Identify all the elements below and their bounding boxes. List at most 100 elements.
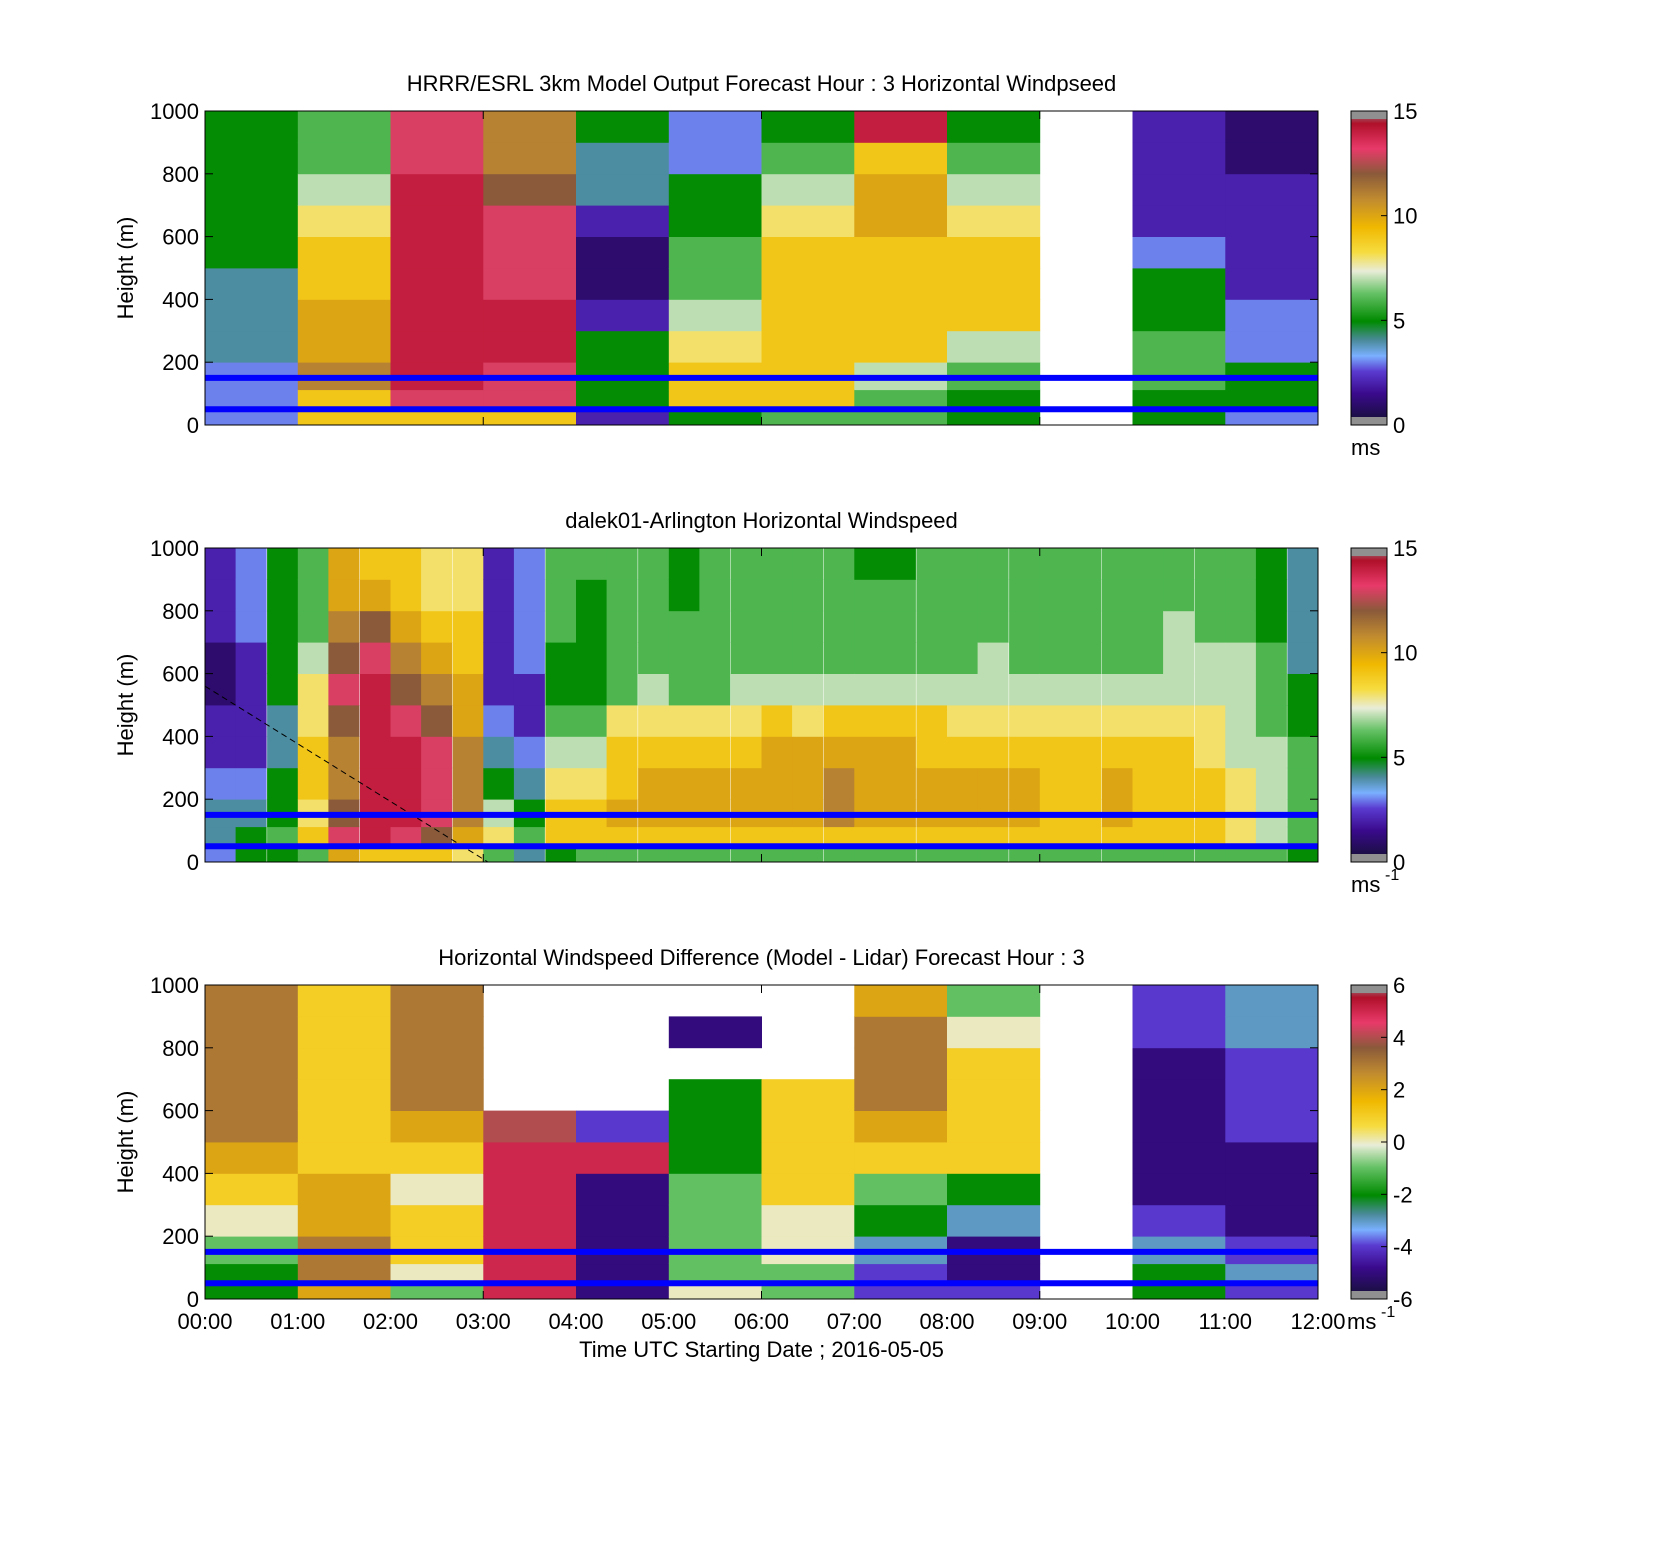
heatmap-cell bbox=[668, 548, 700, 580]
heatmap-cell bbox=[576, 173, 670, 206]
heatmap-cell bbox=[205, 985, 299, 1017]
heatmap-cell bbox=[1255, 642, 1287, 674]
heatmap-cell bbox=[483, 409, 577, 426]
heatmap-cell bbox=[205, 173, 299, 206]
heatmap-cell bbox=[1163, 736, 1195, 769]
heatmap-cell bbox=[1009, 767, 1041, 800]
heatmap-cell bbox=[916, 846, 948, 863]
heatmap-cell bbox=[390, 111, 484, 143]
heatmap-cell bbox=[328, 579, 360, 612]
colorbar-frame bbox=[1350, 547, 1388, 863]
heatmap-cell bbox=[947, 767, 978, 800]
heatmap-cell bbox=[297, 1204, 391, 1237]
heatmap-cell bbox=[390, 236, 484, 269]
heatmap-cell bbox=[297, 111, 391, 143]
heatmap-cell bbox=[545, 826, 577, 847]
heatmap-cell bbox=[1132, 826, 1164, 847]
heatmap-cell bbox=[205, 1110, 299, 1143]
heatmap-cell bbox=[267, 705, 299, 737]
heatmap-cell bbox=[235, 610, 267, 643]
heatmap-cell bbox=[854, 1047, 948, 1080]
heatmap-cell bbox=[884, 846, 916, 863]
heatmap-cell bbox=[947, 705, 978, 737]
heatmap-cell bbox=[884, 826, 916, 847]
heatmap-cell bbox=[205, 736, 236, 769]
heatmap-cell bbox=[730, 736, 762, 769]
y-tick-label: 600 bbox=[162, 1099, 199, 1124]
heatmap-cell bbox=[1194, 579, 1226, 612]
heatmap-cell bbox=[1194, 826, 1226, 847]
heatmap-cell bbox=[1255, 767, 1287, 800]
heatmap-cell bbox=[390, 1263, 484, 1284]
heatmap-cell bbox=[668, 142, 762, 175]
heatmap-cell bbox=[854, 705, 886, 737]
heatmap-cell bbox=[576, 673, 607, 706]
heatmap-cell bbox=[1101, 767, 1133, 800]
heatmap-cell bbox=[297, 330, 391, 363]
heatmap-cell bbox=[606, 705, 638, 737]
heatmap-cell bbox=[1039, 767, 1071, 800]
y-tick-label: 800 bbox=[162, 599, 199, 624]
heatmap-cell bbox=[1101, 826, 1133, 847]
heatmap-cell bbox=[884, 673, 916, 706]
heatmap-cell bbox=[576, 579, 607, 612]
heatmap-cell bbox=[1287, 548, 1319, 580]
heatmap-cell bbox=[1225, 673, 1257, 706]
heatmap-cell bbox=[328, 767, 360, 800]
heatmap-cell bbox=[854, 767, 886, 800]
heatmap-cell bbox=[205, 767, 236, 800]
heatmap-cell bbox=[1225, 846, 1257, 863]
heatmap-cell bbox=[205, 610, 236, 643]
heatmap-cell bbox=[854, 236, 948, 269]
colorbar-tick-label: 6 bbox=[1393, 973, 1405, 998]
heatmap-cell bbox=[1039, 548, 1071, 580]
heatmap-cell bbox=[916, 548, 948, 580]
heatmap-cell bbox=[205, 1142, 299, 1174]
colorbar-frame bbox=[1350, 110, 1388, 426]
heatmap-cell bbox=[884, 642, 916, 674]
heatmap-cell bbox=[1070, 642, 1102, 674]
heatmap-cell bbox=[297, 1283, 391, 1300]
heatmap-cell bbox=[1132, 767, 1164, 800]
y-tick-label: 600 bbox=[162, 225, 199, 250]
heatmap-cell bbox=[576, 736, 607, 769]
heatmap-cell bbox=[823, 579, 855, 612]
heatmap-cell bbox=[1255, 705, 1287, 737]
heatmap-cell bbox=[854, 142, 948, 175]
heatmap-cell bbox=[483, 1142, 577, 1174]
heatmap-cell bbox=[390, 330, 484, 363]
heatmap-cell bbox=[1101, 610, 1133, 643]
heatmap-cell bbox=[854, 579, 886, 612]
heatmap-cell bbox=[1255, 579, 1287, 612]
heatmap-cell bbox=[235, 767, 267, 800]
heatmap-cell bbox=[668, 846, 700, 863]
colorbar-gradient bbox=[1351, 548, 1387, 862]
heatmap-cell bbox=[267, 548, 299, 580]
heatmap-cell bbox=[452, 736, 484, 769]
heatmap-cell bbox=[576, 1110, 670, 1143]
heatmap-cell bbox=[1009, 736, 1041, 769]
heatmap-cell bbox=[606, 579, 638, 612]
heatmap-cell bbox=[792, 673, 824, 706]
heatmap-cell bbox=[1132, 985, 1226, 1017]
heatmap-cell bbox=[390, 579, 422, 612]
heatmap-cell bbox=[606, 826, 638, 847]
heatmap-cell bbox=[1163, 705, 1195, 737]
heatmap-cell bbox=[1225, 1204, 1319, 1237]
heatmap-cell bbox=[576, 642, 607, 674]
colorbar-tick-label: -2 bbox=[1393, 1182, 1413, 1207]
heatmap-cell bbox=[947, 1173, 1041, 1206]
heatmap-cell bbox=[1255, 826, 1287, 847]
colorbar-under-cap bbox=[1351, 854, 1387, 862]
heatmap-cell bbox=[1287, 826, 1319, 847]
heatmap-cell bbox=[390, 1204, 484, 1237]
heatmap-cell bbox=[328, 548, 360, 580]
heatmap-cell bbox=[1132, 1016, 1226, 1049]
heatmap-cell bbox=[1132, 642, 1164, 674]
heatmap-cell bbox=[297, 409, 391, 426]
heatmap-cell bbox=[576, 268, 670, 300]
y-tick-label: 800 bbox=[162, 162, 199, 187]
heatmap-cell bbox=[452, 846, 484, 863]
heatmap-cell bbox=[761, 846, 793, 863]
heatmap-cell bbox=[606, 610, 638, 643]
